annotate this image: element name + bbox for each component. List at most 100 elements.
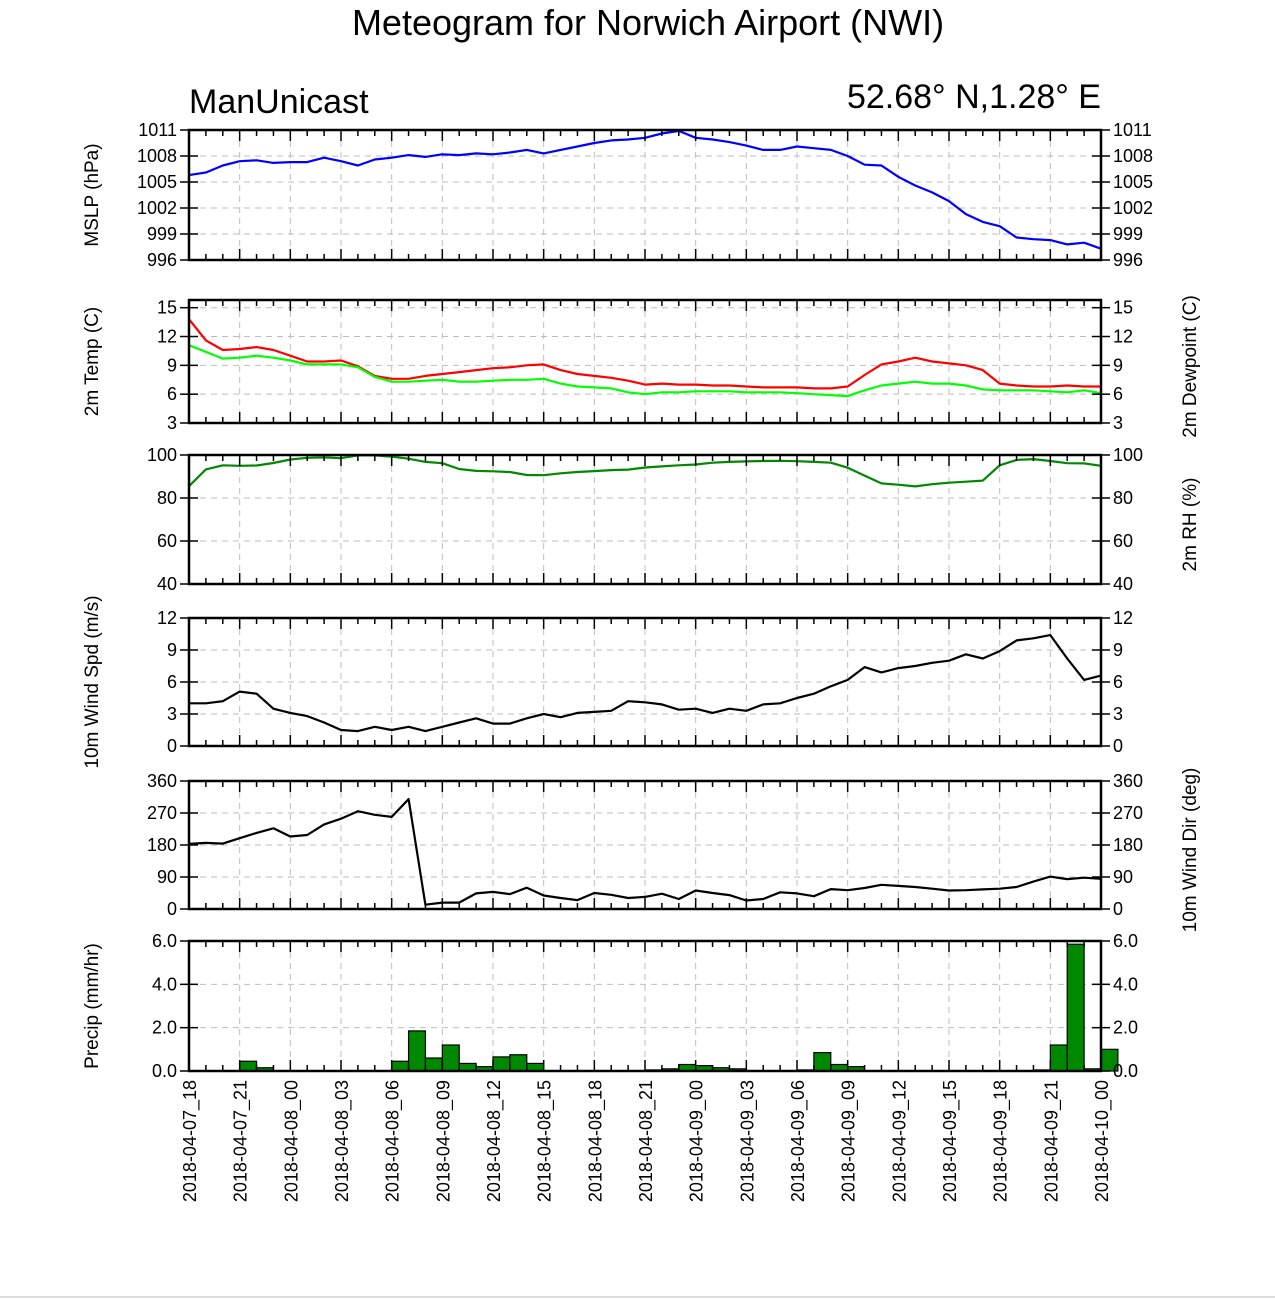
y-tick-label-right: 3: [1113, 704, 1123, 724]
y-tick-label-right: 40: [1113, 574, 1133, 594]
y-axis-label-right: 2m Dewpoint (C): [1180, 295, 1201, 438]
y-tick-label-left: 6.0: [152, 931, 177, 951]
y-tick-label-right: 2.0: [1113, 1018, 1138, 1038]
y-tick-label-left: 1005: [137, 172, 177, 192]
precip-bar: [441, 1044, 460, 1072]
series-line-wdir-wind: [188, 797, 1102, 906]
y-tick-label-right: 3: [1113, 413, 1123, 433]
y-tick-label-left: 0: [167, 899, 177, 919]
y-tick-label-right: 270: [1113, 803, 1143, 823]
precip-bar: [407, 1030, 427, 1072]
panel-wspd: 0 0 3 3 6 6 9 9 12 12 10m Wind Spd (m/s): [82, 595, 1133, 768]
y-tick-label-left: 90: [157, 867, 177, 887]
x-tick-label: 2018-04-09_09: [839, 1080, 860, 1202]
y-tick-label-left: 4.0: [152, 974, 177, 994]
model-label: ManUnicast: [189, 83, 369, 121]
y-tick-label-left: 360: [147, 771, 177, 791]
y-tick-label-right: 996: [1113, 250, 1143, 270]
y-axis-label-left: 2m Temp (C): [82, 307, 103, 416]
location-label: 52.68° N,1.28° E: [847, 78, 1101, 116]
y-tick-label-right: 999: [1113, 224, 1143, 244]
y-tick-label-right: 0: [1113, 899, 1123, 919]
precip-bar: [391, 1060, 410, 1072]
x-tick-label: 2018-04-09_15: [940, 1080, 961, 1202]
y-tick-label-left: 12: [157, 608, 177, 628]
y-tick-label-left: 3: [167, 413, 177, 433]
y-tick-label-left: 0: [167, 736, 177, 756]
chart-title: Meteogram for Norwich Airport (NWI): [352, 2, 944, 43]
x-tick-label: 2018-04-08_06: [383, 1080, 404, 1202]
x-tick-label: 2018-04-09_18: [991, 1080, 1012, 1202]
panel-wdir: 0 0 90 90 180 180 270 270 360 360 10m Wind Dir (de…: [147, 768, 1201, 933]
series-line-wspd-wind: [189, 633, 1102, 733]
y-axis-label-right: 10m Wind Dir (deg): [1180, 768, 1201, 933]
y-axis-label-right: 2m RH (%): [1180, 478, 1201, 572]
y-tick-label-right: 0: [1113, 736, 1123, 756]
y-tick-label-right: 1002: [1113, 198, 1153, 218]
y-tick-label-right: 0.0: [1113, 1061, 1138, 1081]
x-axis: 2018-04-07_18 2018-04-07_21 2018-04-08_00 2…: [180, 1080, 1113, 1202]
y-tick-label-left: 0.0: [152, 1061, 177, 1081]
y-tick-label-left: 80: [157, 488, 177, 508]
x-tick-label: 2018-04-08_21: [636, 1080, 657, 1202]
y-tick-label-right: 1008: [1113, 146, 1153, 166]
y-tick-label-right: 9: [1113, 355, 1123, 375]
y-tick-label-left: 180: [147, 835, 177, 855]
y-tick-label-left: 1008: [137, 146, 177, 166]
x-tick-label: 2018-04-08_03: [332, 1080, 353, 1202]
y-tick-label-left: 996: [147, 250, 177, 270]
y-axis-label-left: 10m Wind Spd (m/s): [82, 595, 103, 768]
y-tick-label-right: 100: [1113, 445, 1143, 465]
precip-bar: [492, 1056, 511, 1072]
y-tick-label-right: 9: [1113, 640, 1123, 660]
y-tick-label-left: 60: [157, 531, 177, 551]
y-tick-label-left: 40: [157, 574, 177, 594]
y-tick-label-right: 12: [1113, 327, 1133, 347]
y-tick-label-left: 100: [147, 445, 177, 465]
panel-precip: 0.0 0.0 2.0 2.0 4.0 4.0 6.0 6.0 Precip (mm/hr): [82, 931, 1138, 1081]
x-tick-label: 2018-04-08_15: [535, 1080, 556, 1202]
x-tick-label: 2018-04-10_00: [1092, 1080, 1113, 1202]
y-tick-label-right: 1011: [1113, 120, 1152, 140]
x-tick-label: 2018-04-09_03: [737, 1080, 758, 1202]
y-tick-label-right: 4.0: [1113, 974, 1138, 994]
precip-bar: [813, 1051, 832, 1072]
y-tick-label-left: 6: [167, 384, 177, 404]
y-tick-label-left: 1011: [138, 120, 177, 140]
y-tick-label-right: 6: [1113, 384, 1123, 404]
y-axis-label-left: MSLP (hPa): [82, 143, 103, 246]
y-tick-label-left: 9: [167, 640, 177, 660]
panel-frame: [187, 453, 1103, 586]
x-tick-label: 2018-04-08_09: [433, 1080, 454, 1202]
y-tick-label-right: 6: [1113, 672, 1123, 692]
x-tick-label: 2018-04-07_18: [180, 1080, 201, 1202]
y-tick-label-right: 15: [1113, 298, 1133, 318]
y-tick-label-left: 15: [157, 298, 177, 318]
y-tick-label-left: 6: [167, 672, 177, 692]
y-tick-label-left: 999: [147, 224, 177, 244]
y-tick-label-right: 12: [1113, 608, 1133, 628]
x-tick-label: 2018-04-09_00: [687, 1080, 708, 1202]
y-tick-label-left: 1002: [137, 198, 177, 218]
y-tick-label-right: 80: [1113, 488, 1133, 508]
x-tick-label: 2018-04-08_00: [281, 1080, 302, 1202]
y-tick-label-right: 180: [1113, 835, 1143, 855]
y-tick-label-right: 6.0: [1113, 931, 1138, 951]
y-tick-label-left: 9: [167, 355, 177, 375]
x-tick-label: 2018-04-09_12: [889, 1080, 910, 1202]
panel-temp: 3 3 6 6 9 9 12 12 15 15 2m Temp (C) 2m Dewpoint (C): [82, 295, 1201, 438]
panel-mslp: 996 996 999 999 1002 1002 1005 1005 1008 1008 1011…: [82, 120, 1153, 270]
y-tick-label-left: 270: [147, 803, 177, 823]
x-tick-label: 2018-04-08_12: [484, 1080, 505, 1202]
x-tick-label: 2018-04-09_06: [788, 1080, 809, 1202]
precip-bar: [424, 1057, 443, 1072]
x-tick-label: 2018-04-07_21: [231, 1080, 252, 1202]
y-tick-label-left: 2.0: [152, 1018, 177, 1038]
x-tick-label: 2018-04-08_18: [585, 1080, 606, 1202]
precip-bar: [1049, 1044, 1068, 1072]
precip-bar: [1066, 943, 1085, 1072]
panel-rh: 40 40 60 60 80 80 100 100 2m RH (%): [147, 445, 1201, 594]
x-tick-label: 2018-04-09_21: [1041, 1080, 1062, 1202]
